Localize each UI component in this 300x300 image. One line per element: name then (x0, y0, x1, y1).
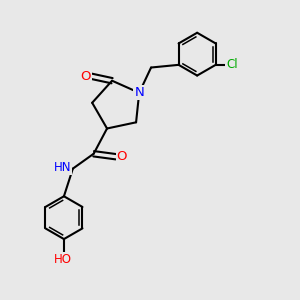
Text: Cl: Cl (226, 58, 238, 71)
Text: O: O (81, 70, 91, 83)
Text: N: N (134, 86, 144, 99)
Text: HN: HN (54, 160, 71, 174)
Text: HO: HO (53, 253, 71, 266)
Text: O: O (117, 150, 127, 163)
